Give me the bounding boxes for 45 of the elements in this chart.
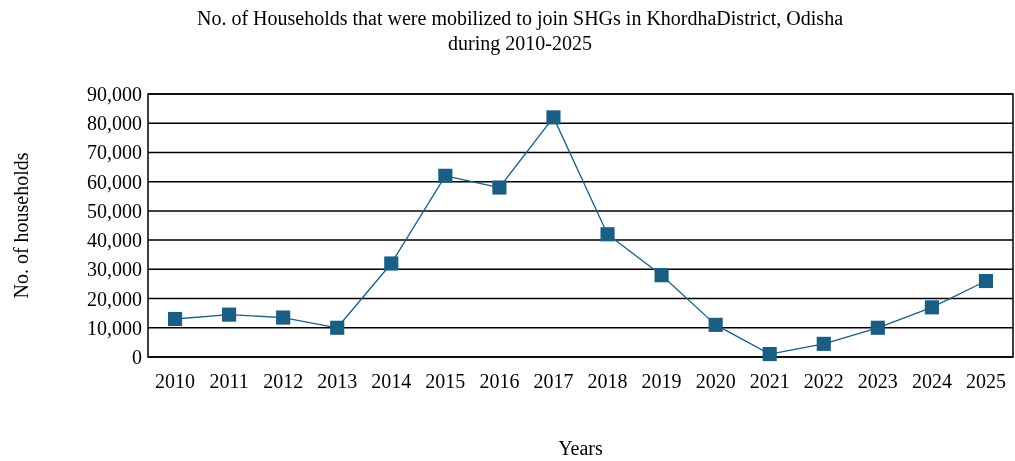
point: [438, 168, 453, 183]
point: [762, 347, 777, 362]
chart-title: No. of Households that were mobilized to join SHGs in KhordhaDistrict, Odisha during 2010-2025: [196, 7, 844, 55]
y-tick-label: 60,000: [87, 170, 142, 193]
x-tick-label: 2011: [209, 370, 249, 392]
point: [600, 227, 615, 242]
point: [654, 268, 669, 283]
x-tick-label: 2016: [479, 370, 520, 392]
x-tick-label: 2020: [695, 370, 736, 392]
x-tick-label: 2023: [857, 370, 898, 392]
point: [870, 320, 885, 335]
x-tick-label: 2021: [749, 370, 790, 392]
point: [492, 180, 507, 195]
y-tick-label: 20,000: [87, 287, 142, 310]
x-tick-label: 2025: [965, 370, 1006, 392]
x-tick-label: 2013: [317, 370, 358, 392]
x-tick-label: 2022: [803, 370, 844, 392]
y-tick-label: 10,000: [87, 316, 142, 339]
point: [222, 307, 237, 322]
x-tick-label: 2014: [371, 370, 412, 392]
point: [816, 336, 831, 351]
point: [330, 320, 345, 335]
point: [384, 256, 399, 271]
x-tick-label: 2015: [425, 370, 466, 392]
y-tick-label: 80,000: [87, 112, 142, 135]
point: [167, 311, 183, 327]
x-tick-label: 2010: [155, 370, 196, 392]
point: [978, 273, 994, 289]
x-tick-label: 2024: [911, 370, 952, 392]
x-tick-label: 2018: [587, 370, 628, 392]
x-tick-label: 2017: [533, 370, 574, 392]
point: [276, 310, 291, 325]
y-tick-label: 0: [132, 346, 142, 368]
point: [708, 317, 723, 332]
y-tick-label: 70,000: [87, 141, 142, 164]
x-tick-label: 2012: [263, 370, 304, 392]
x-tick-label: 2019: [641, 370, 682, 392]
y-tick-label: 90,000: [87, 83, 142, 105]
y-tick-label: 30,000: [87, 258, 142, 281]
y-axis-title: No. of households: [10, 152, 32, 299]
point: [924, 300, 939, 315]
x-axis-title: Years: [558, 437, 604, 459]
y-tick-label: 50,000: [87, 199, 142, 222]
y-tick-label: 40,000: [87, 229, 142, 252]
point: [546, 110, 561, 125]
